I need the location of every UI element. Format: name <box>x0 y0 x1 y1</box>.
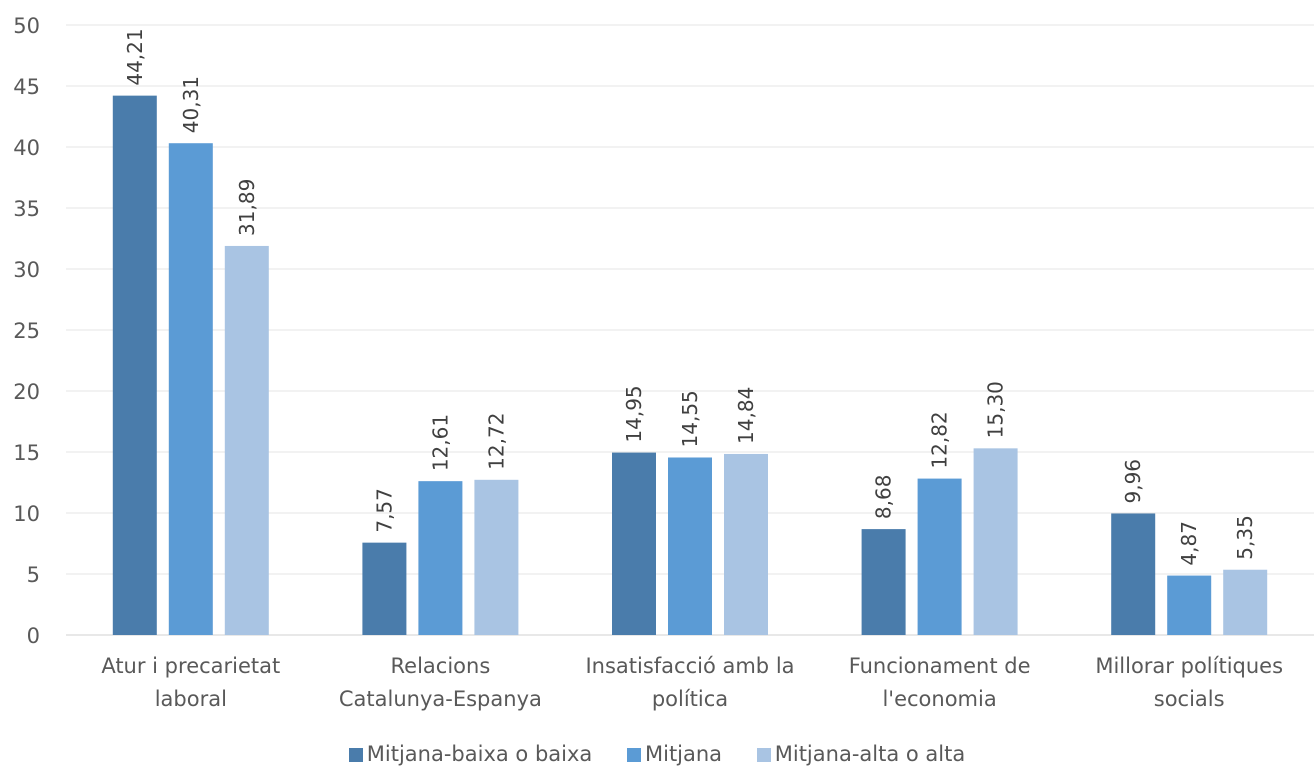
bar <box>1167 575 1212 635</box>
bar <box>668 457 712 635</box>
data-label: 14,95 <box>622 385 646 442</box>
data-label: 4,87 <box>1177 521 1201 566</box>
x-tick-label: Atur i precarietat laboral <box>101 654 281 711</box>
data-label: 9,96 <box>1121 459 1145 504</box>
x-tick-label: Funcionament de l'economia <box>848 654 1031 711</box>
bar <box>1111 513 1156 635</box>
bar <box>1223 569 1268 635</box>
bar <box>112 95 157 635</box>
legend-item-1: Mitjana <box>626 742 723 766</box>
data-label: 31,89 <box>235 179 259 236</box>
legend: Mitjana-baixa o baixa Mitjana Mitjana-al… <box>0 742 1314 766</box>
data-label: 12,82 <box>928 411 952 468</box>
bar <box>973 448 1018 635</box>
data-label: 12,72 <box>484 413 508 470</box>
x-tick-label: Relacions Catalunya-Espanya <box>338 654 542 711</box>
bar <box>917 478 962 635</box>
legend-swatch-0 <box>348 748 363 762</box>
y-tick-label: 50 <box>13 14 40 38</box>
legend-swatch-2 <box>756 748 771 762</box>
y-tick-label: 0 <box>27 624 40 648</box>
data-label: 5,35 <box>1233 515 1257 560</box>
y-tick-label: 5 <box>27 563 40 587</box>
y-tick-label: 10 <box>13 502 40 526</box>
legend-label-2: Mitjana-alta o alta <box>774 742 966 766</box>
y-tick-label: 25 <box>13 319 40 343</box>
legend-label-1: Mitjana <box>644 742 723 766</box>
y-tick-label: 45 <box>13 75 40 99</box>
y-axis-tick-labels: 0 5 10 15 20 25 30 35 40 45 50 <box>13 14 40 648</box>
y-tick-label: 35 <box>13 197 40 221</box>
y-tick-label: 40 <box>13 136 40 160</box>
bar <box>224 245 269 635</box>
gridlines <box>66 24 1314 636</box>
data-label: 8,68 <box>872 475 896 520</box>
bars <box>112 95 1268 635</box>
bar <box>362 542 407 635</box>
y-tick-label: 30 <box>13 258 40 282</box>
data-labels: 44,21 40,31 31,89 7,57 12,61 12,72 14,95 14,55 1… <box>123 28 1257 565</box>
data-label: 15,30 <box>984 381 1008 438</box>
legend-item-0: Mitjana-baixa o baixa <box>348 742 593 766</box>
data-label: 40,31 <box>179 76 203 133</box>
bar <box>724 453 768 635</box>
data-label: 44,21 <box>123 28 147 85</box>
data-label: 14,55 <box>678 390 702 447</box>
legend-swatch-1 <box>626 748 641 762</box>
bar <box>861 529 906 635</box>
legend-label-0: Mitjana-baixa o baixa <box>366 742 593 766</box>
data-label: 14,84 <box>734 387 758 444</box>
y-tick-label: 20 <box>13 380 40 404</box>
bar <box>418 481 463 635</box>
data-label: 7,57 <box>372 488 396 533</box>
data-label: 12,61 <box>428 414 452 471</box>
y-tick-label: 15 <box>13 441 40 465</box>
bar <box>168 143 213 635</box>
bar <box>612 452 656 635</box>
x-tick-label: Millorar polítiques socials <box>1095 654 1284 711</box>
legend-item-2: Mitjana-alta o alta <box>756 742 966 766</box>
x-tick-label: Insatisfacció amb la política <box>585 654 795 711</box>
bar <box>474 479 519 635</box>
